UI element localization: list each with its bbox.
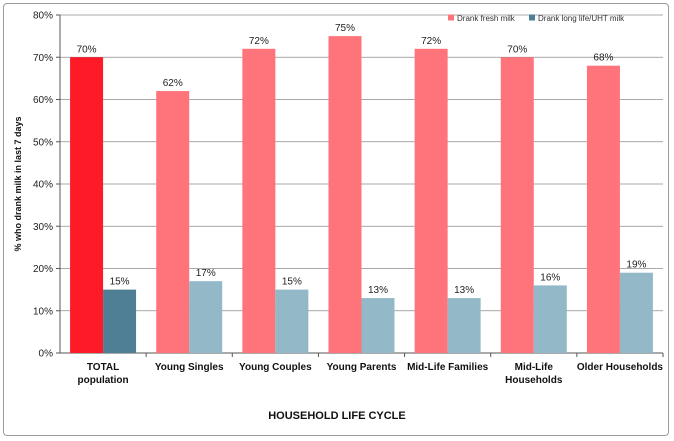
y-tick-label: 0% bbox=[39, 349, 54, 360]
y-tick-label: 20% bbox=[33, 264, 53, 275]
y-tick-label: 60% bbox=[33, 95, 53, 106]
x-axis-title: HOUSEHOLD LIFE CYCLE bbox=[268, 410, 406, 422]
category-label: Young Couples bbox=[239, 362, 312, 373]
data-label-fresh-milk: 72% bbox=[249, 36, 269, 47]
bar-uht-milk bbox=[533, 285, 567, 353]
data-label-fresh-milk: 68% bbox=[593, 53, 613, 64]
category-label: TOTAL bbox=[87, 362, 119, 373]
bar-fresh-milk bbox=[328, 36, 362, 353]
bar-fresh-milk bbox=[242, 48, 276, 354]
y-tick-label: 30% bbox=[33, 222, 53, 233]
y-tick-label: 70% bbox=[33, 53, 53, 64]
category-label: Mid-Life bbox=[515, 362, 554, 373]
category-label: Households bbox=[505, 375, 563, 386]
data-label-fresh-milk: 62% bbox=[163, 78, 183, 89]
category-label: Young Parents bbox=[327, 362, 397, 373]
category-label: population bbox=[78, 375, 129, 386]
bar-uht-milk bbox=[361, 298, 395, 353]
data-label-uht-milk: 13% bbox=[454, 285, 474, 296]
data-label-uht-milk: 16% bbox=[540, 272, 560, 283]
data-label-uht-milk: 15% bbox=[282, 277, 302, 288]
bar-fresh-milk bbox=[414, 48, 448, 354]
bar-uht-milk bbox=[447, 298, 481, 353]
bar-uht-milk bbox=[189, 281, 223, 353]
data-label-uht-milk: 17% bbox=[196, 268, 216, 279]
legend-swatch-uht-milk bbox=[529, 14, 535, 21]
bar-fresh-milk bbox=[500, 57, 534, 353]
category-label: Mid-Life Families bbox=[407, 362, 489, 373]
category-label: Young Singles bbox=[155, 362, 224, 373]
y-tick-label: 50% bbox=[33, 137, 53, 148]
bar-uht-milk bbox=[275, 289, 309, 353]
bar-fresh-milk bbox=[586, 65, 620, 353]
bar-fresh-milk bbox=[156, 91, 190, 354]
data-label-fresh-milk: 75% bbox=[335, 23, 355, 34]
legend-swatch-fresh-milk bbox=[448, 14, 454, 21]
data-label-fresh-milk: 72% bbox=[421, 36, 441, 47]
legend-label-fresh-milk: Drank fresh milk bbox=[457, 14, 516, 23]
bar-uht-milk bbox=[103, 289, 137, 353]
data-label-uht-milk: 19% bbox=[626, 260, 646, 271]
data-label-fresh-milk: 70% bbox=[507, 44, 527, 55]
y-tick-label: 80% bbox=[33, 11, 53, 22]
bar-uht-milk bbox=[619, 272, 653, 353]
legend-label-uht-milk: Drank long life/UHT milk bbox=[538, 14, 625, 23]
data-label-uht-milk: 15% bbox=[110, 277, 130, 288]
y-axis-title: % who drank milk in last 7 days bbox=[13, 116, 23, 251]
data-label-fresh-milk: 70% bbox=[77, 44, 97, 55]
y-tick-label: 10% bbox=[33, 306, 53, 317]
y-tick-label: 40% bbox=[33, 180, 53, 191]
bar-fresh-milk bbox=[70, 57, 104, 353]
data-label-uht-milk: 13% bbox=[368, 285, 388, 296]
category-label: Older Households bbox=[577, 362, 664, 373]
